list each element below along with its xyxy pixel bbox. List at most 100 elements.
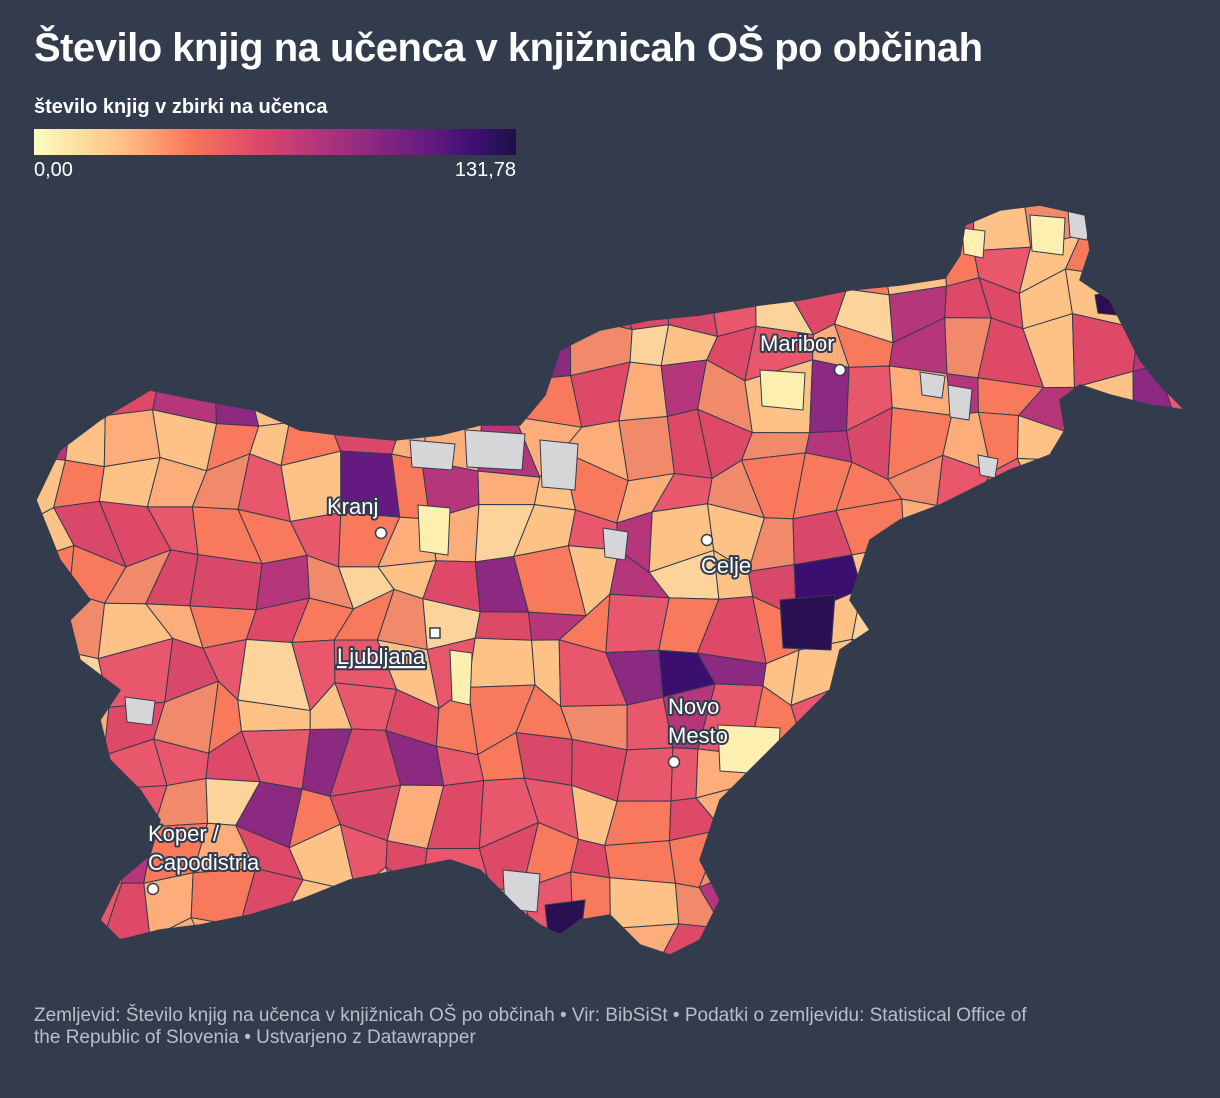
municipality[interactable] — [1026, 918, 1087, 980]
municipality[interactable] — [756, 772, 792, 847]
municipality-no-data[interactable] — [124, 696, 156, 726]
municipality-no-data[interactable] — [919, 371, 946, 399]
municipality[interactable] — [1112, 190, 1183, 246]
municipality-no-data[interactable] — [539, 439, 579, 491]
municipality[interactable] — [515, 732, 573, 786]
municipality[interactable] — [569, 266, 633, 331]
municipality[interactable] — [351, 268, 389, 335]
municipality[interactable] — [9, 378, 70, 435]
municipality[interactable] — [779, 594, 836, 651]
municipality[interactable] — [385, 840, 428, 894]
municipality[interactable] — [466, 243, 538, 279]
municipality[interactable] — [466, 275, 531, 344]
municipality[interactable] — [887, 542, 951, 620]
municipality[interactable] — [881, 891, 952, 935]
municipality[interactable] — [1110, 458, 1171, 522]
municipality[interactable] — [973, 736, 1044, 793]
municipality[interactable] — [924, 736, 990, 797]
municipality[interactable] — [145, 327, 215, 372]
municipality[interactable] — [559, 190, 633, 248]
municipality[interactable] — [12, 544, 75, 607]
municipality[interactable] — [340, 190, 394, 235]
municipality[interactable] — [929, 887, 996, 935]
municipality[interactable] — [5, 883, 75, 931]
municipality[interactable] — [420, 916, 496, 975]
municipality[interactable] — [293, 190, 343, 247]
municipality[interactable] — [17, 702, 79, 736]
municipality[interactable] — [387, 267, 444, 342]
municipality[interactable] — [1025, 787, 1080, 836]
municipality[interactable] — [670, 747, 699, 802]
municipality[interactable] — [1116, 773, 1179, 840]
municipality[interactable] — [745, 190, 809, 244]
municipality[interactable] — [1033, 690, 1087, 745]
municipality[interactable] — [52, 825, 123, 885]
municipality[interactable] — [12, 834, 73, 894]
municipality[interactable] — [839, 828, 897, 894]
municipality[interactable] — [993, 879, 1029, 939]
municipality[interactable] — [1117, 512, 1157, 575]
municipality[interactable] — [9, 426, 70, 461]
municipality[interactable] — [972, 638, 1037, 709]
municipality[interactable] — [100, 937, 160, 974]
municipality[interactable] — [146, 267, 210, 341]
municipality[interactable] — [787, 933, 863, 974]
municipality[interactable] — [236, 235, 298, 293]
municipality[interactable] — [1033, 654, 1087, 698]
municipality[interactable] — [799, 190, 850, 251]
municipality[interactable] — [789, 772, 858, 846]
municipality[interactable] — [105, 324, 162, 387]
municipality[interactable] — [205, 190, 249, 237]
municipality[interactable] — [1125, 597, 1180, 662]
municipality[interactable] — [294, 324, 355, 377]
municipality-no-data[interactable] — [947, 384, 973, 421]
municipality[interactable] — [839, 910, 895, 980]
municipality[interactable] — [929, 931, 995, 980]
municipality[interactable] — [1026, 542, 1081, 614]
municipality[interactable] — [572, 928, 633, 965]
municipality[interactable] — [928, 638, 985, 709]
municipality[interactable] — [1063, 511, 1123, 574]
municipality[interactable] — [384, 865, 441, 918]
municipality[interactable] — [1067, 658, 1132, 693]
municipality[interactable] — [517, 270, 582, 339]
municipality[interactable] — [193, 267, 263, 334]
municipality[interactable] — [428, 359, 483, 423]
municipality[interactable] — [961, 227, 986, 259]
municipality[interactable] — [884, 828, 952, 894]
municipality[interactable] — [750, 864, 796, 941]
municipality[interactable] — [57, 324, 114, 387]
municipality[interactable] — [884, 648, 933, 701]
municipality[interactable] — [665, 221, 708, 271]
municipality[interactable] — [213, 363, 260, 427]
municipality[interactable] — [883, 736, 955, 797]
municipality[interactable] — [1071, 731, 1118, 789]
municipality-no-data[interactable] — [502, 869, 541, 913]
municipality[interactable] — [939, 781, 1001, 848]
municipality[interactable] — [1062, 547, 1127, 615]
municipality[interactable] — [9, 190, 66, 229]
municipality[interactable] — [386, 365, 432, 424]
municipality[interactable] — [329, 363, 403, 427]
municipality[interactable] — [928, 504, 995, 570]
municipality[interactable] — [22, 652, 79, 705]
municipality[interactable] — [972, 781, 1031, 837]
municipality[interactable] — [1024, 730, 1080, 793]
municipality[interactable] — [328, 324, 389, 368]
municipality[interactable] — [149, 230, 219, 293]
municipality[interactable] — [887, 597, 951, 652]
municipality[interactable] — [72, 929, 104, 974]
municipality[interactable] — [1069, 773, 1124, 840]
municipality[interactable] — [339, 227, 389, 272]
municipality[interactable] — [97, 232, 165, 294]
municipality[interactable] — [294, 270, 355, 343]
municipality[interactable] — [144, 190, 219, 241]
municipality[interactable] — [474, 358, 516, 423]
municipality[interactable] — [759, 369, 806, 411]
municipality[interactable] — [449, 649, 473, 706]
municipality[interactable] — [1112, 735, 1179, 789]
municipality[interactable] — [839, 889, 898, 935]
municipality[interactable] — [852, 749, 894, 783]
municipality[interactable] — [242, 190, 302, 247]
municipality[interactable] — [851, 638, 908, 701]
